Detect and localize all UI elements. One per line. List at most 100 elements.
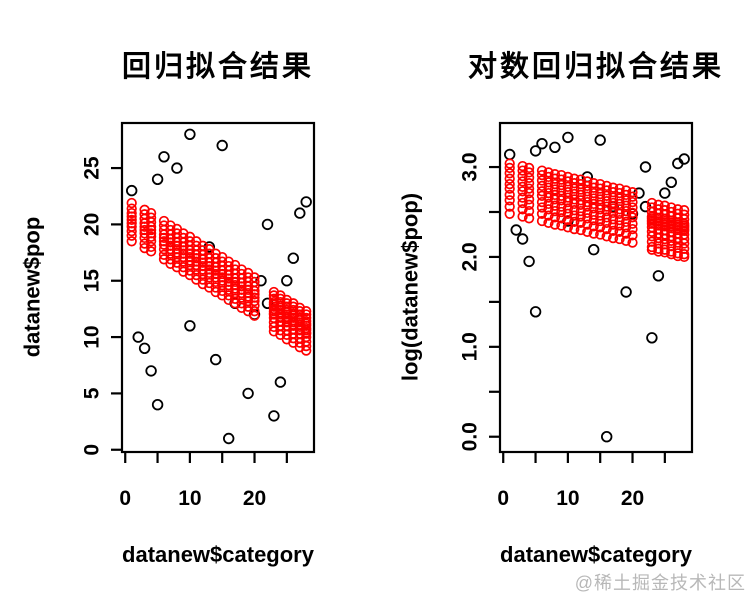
data-point bbox=[138, 342, 151, 355]
data-point bbox=[171, 162, 183, 174]
data-point bbox=[627, 196, 638, 208]
data-point bbox=[679, 209, 690, 220]
data-point bbox=[666, 206, 677, 218]
data-point bbox=[126, 203, 137, 214]
y-tick-label: 15 bbox=[81, 269, 104, 293]
data-point bbox=[627, 187, 638, 198]
data-point bbox=[614, 187, 625, 199]
data-point bbox=[504, 189, 515, 201]
data-point bbox=[614, 233, 625, 245]
data-point bbox=[672, 204, 683, 215]
data-point bbox=[504, 173, 515, 184]
data-point bbox=[594, 134, 606, 146]
data-point bbox=[672, 250, 683, 262]
data-point bbox=[600, 431, 613, 443]
data-point bbox=[607, 214, 619, 225]
data-point bbox=[249, 306, 260, 317]
axes bbox=[489, 121, 694, 463]
data-point bbox=[646, 244, 658, 255]
x-tick-label: 0 bbox=[497, 487, 509, 510]
observed-series bbox=[125, 128, 312, 445]
data-point bbox=[523, 172, 535, 183]
data-point bbox=[582, 226, 593, 237]
data-point bbox=[601, 185, 612, 196]
data-point bbox=[627, 207, 638, 219]
data-point bbox=[249, 292, 260, 303]
y-tick-label: 2.0 bbox=[459, 242, 482, 271]
x-tick-label: 10 bbox=[556, 487, 579, 510]
data-point bbox=[556, 169, 567, 181]
data-point bbox=[601, 205, 612, 217]
y-axis-label: log(datanew$pop) bbox=[398, 193, 423, 381]
data-point bbox=[504, 183, 515, 194]
data-point bbox=[536, 215, 548, 227]
data-point bbox=[126, 197, 137, 209]
data-point bbox=[504, 158, 515, 169]
data-point bbox=[556, 220, 567, 231]
x-tick-label: 20 bbox=[243, 487, 266, 510]
data-point bbox=[575, 224, 586, 236]
data-point bbox=[607, 232, 619, 244]
data-point bbox=[627, 230, 638, 241]
data-point bbox=[665, 176, 678, 189]
data-point bbox=[653, 246, 664, 257]
axes bbox=[111, 121, 316, 463]
data-point bbox=[679, 220, 690, 231]
data-point bbox=[158, 151, 170, 163]
data-point bbox=[523, 194, 535, 205]
data-point bbox=[145, 212, 157, 223]
data-point bbox=[627, 223, 638, 235]
data-point bbox=[562, 196, 574, 208]
data-point bbox=[569, 223, 580, 235]
data-point bbox=[659, 200, 670, 211]
data-point bbox=[517, 211, 528, 222]
y-tick-label: 10 bbox=[81, 325, 104, 348]
data-point bbox=[222, 432, 235, 445]
data-point bbox=[249, 295, 260, 307]
data-point bbox=[523, 178, 535, 189]
data-point bbox=[281, 275, 293, 287]
data-point bbox=[679, 205, 690, 216]
data-point bbox=[249, 276, 260, 288]
data-point bbox=[543, 192, 554, 203]
data-point bbox=[562, 171, 574, 183]
data-point bbox=[536, 169, 548, 181]
x-tick-label: 10 bbox=[178, 487, 201, 510]
data-point bbox=[145, 246, 157, 257]
data-point bbox=[529, 306, 542, 318]
data-point bbox=[620, 210, 632, 221]
data-point bbox=[666, 202, 677, 213]
data-point bbox=[562, 131, 574, 144]
data-point bbox=[588, 228, 599, 239]
data-point bbox=[504, 168, 515, 179]
data-point bbox=[549, 200, 561, 211]
watermark: @稀土掘金技术社区 bbox=[574, 573, 746, 593]
data-point bbox=[216, 139, 228, 152]
data-point bbox=[151, 173, 164, 186]
fitted-series bbox=[504, 158, 690, 263]
data-point bbox=[601, 231, 612, 242]
data-point bbox=[301, 327, 312, 338]
data-point bbox=[582, 176, 593, 187]
data-point bbox=[145, 241, 157, 253]
y-tick-label: 1.0 bbox=[459, 332, 482, 361]
data-point bbox=[249, 272, 260, 283]
data-point bbox=[301, 306, 312, 317]
y-tick-label: 25 bbox=[81, 156, 104, 180]
data-point bbox=[274, 376, 287, 388]
data-point bbox=[504, 201, 515, 212]
data-point bbox=[620, 235, 632, 246]
x-tick-label: 0 bbox=[119, 487, 131, 510]
data-point bbox=[145, 231, 157, 242]
y-tick-label: 20 bbox=[81, 213, 104, 236]
data-point bbox=[659, 205, 670, 216]
regression-scatter-plot: 回归拟合结果 datanew$category datanew$pop 0 10 2… bbox=[20, 50, 316, 567]
x-axis-label: datanew$category bbox=[500, 542, 693, 567]
data-point bbox=[126, 236, 137, 247]
data-point bbox=[556, 174, 567, 185]
data-point bbox=[517, 160, 528, 172]
data-point bbox=[510, 224, 522, 236]
y-tick-label: 0.0 bbox=[459, 422, 482, 451]
data-point bbox=[242, 387, 254, 400]
data-point bbox=[536, 165, 548, 176]
